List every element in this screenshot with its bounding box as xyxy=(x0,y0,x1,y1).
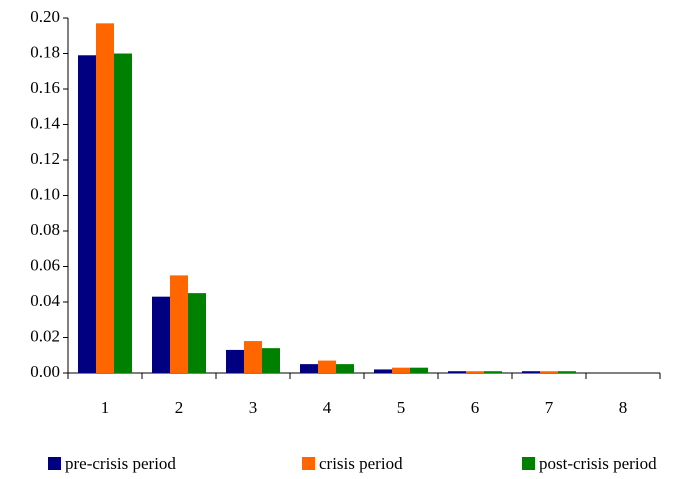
bar xyxy=(540,371,558,373)
bar xyxy=(114,53,132,373)
y-tick-label: 0.06 xyxy=(30,255,60,274)
y-tick-label: 0.12 xyxy=(30,149,60,168)
y-tick-label: 0.14 xyxy=(30,113,60,132)
x-tick-label: 6 xyxy=(471,398,480,417)
legend-swatch xyxy=(302,457,315,470)
x-tick-label: 8 xyxy=(619,398,628,417)
legend-label: pre-crisis period xyxy=(65,454,176,473)
y-tick-label: 0.18 xyxy=(30,42,60,61)
bar xyxy=(522,371,540,373)
y-tick-label: 0.02 xyxy=(30,326,60,345)
bar xyxy=(466,371,484,373)
bar xyxy=(410,367,428,373)
y-tick-label: 0.10 xyxy=(30,184,60,203)
legend-label: post-crisis period xyxy=(539,454,657,473)
y-tick-label: 0.04 xyxy=(30,291,60,310)
bar xyxy=(170,275,188,373)
x-tick-label: 3 xyxy=(249,398,258,417)
bar xyxy=(448,371,466,373)
y-tick-label: 0.00 xyxy=(30,362,60,381)
x-tick-label: 2 xyxy=(175,398,184,417)
bar xyxy=(318,360,336,373)
bar xyxy=(152,296,170,373)
legend-swatch xyxy=(522,457,535,470)
bar xyxy=(78,55,96,374)
bar xyxy=(484,371,502,373)
x-tick-label: 5 xyxy=(397,398,406,417)
legend-swatch xyxy=(48,457,61,470)
legend-label: crisis period xyxy=(319,454,403,473)
x-tick-label: 7 xyxy=(545,398,554,417)
bar xyxy=(262,348,280,373)
bar xyxy=(392,367,410,373)
bar xyxy=(188,293,206,373)
bar xyxy=(558,371,576,373)
bar xyxy=(244,341,262,373)
x-tick-label: 4 xyxy=(323,398,332,417)
x-tick-label: 1 xyxy=(101,398,110,417)
bar xyxy=(374,369,392,373)
y-tick-label: 0.20 xyxy=(30,7,60,26)
bar xyxy=(336,364,354,373)
bar xyxy=(96,23,114,373)
bar xyxy=(226,349,244,373)
y-tick-label: 0.16 xyxy=(30,78,60,97)
bar xyxy=(300,364,318,373)
y-tick-label: 0.08 xyxy=(30,220,60,239)
